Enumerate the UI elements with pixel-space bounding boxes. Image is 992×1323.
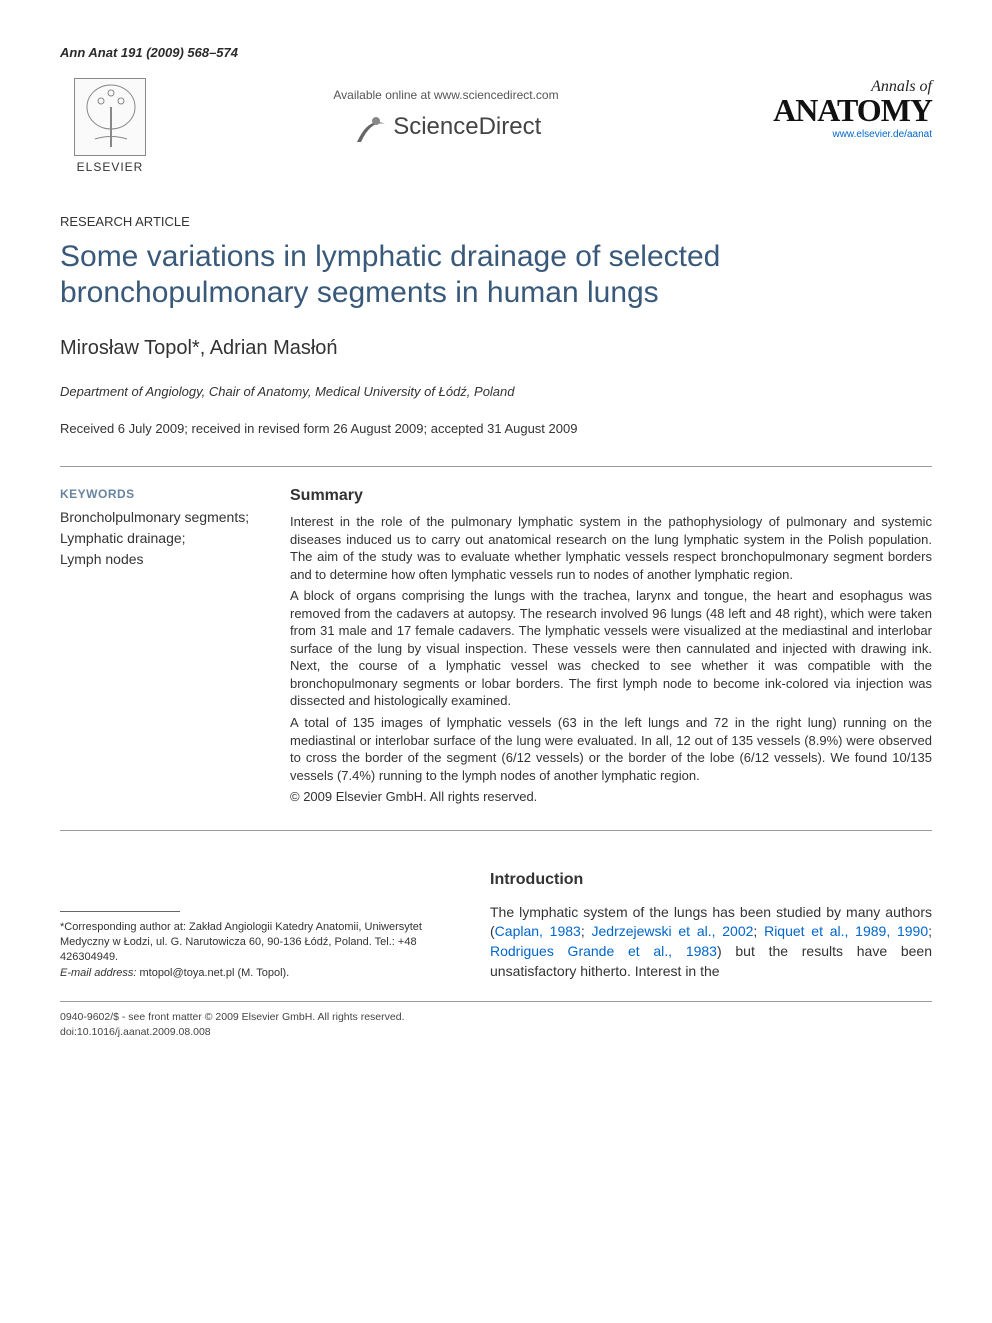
available-online-text: Available online at www.sciencedirect.co… xyxy=(160,88,732,102)
email-label: E-mail address: xyxy=(60,967,136,979)
summary-copyright: © 2009 Elsevier GmbH. All rights reserve… xyxy=(290,788,932,806)
introduction-heading: Introduction xyxy=(490,871,932,889)
publisher-header: ELSEVIER Available online at www.science… xyxy=(60,78,932,184)
corresponding-author-footnote: *Corresponding author at: Zakład Angiolo… xyxy=(60,920,450,966)
summary-text: Interest in the role of the pulmonary ly… xyxy=(290,513,932,806)
keywords-column: KEYWORDS Broncholpulmonary segments; Lym… xyxy=(60,487,260,810)
introduction-text: The lymphatic system of the lungs has be… xyxy=(490,903,932,981)
footnote-rule xyxy=(60,911,180,912)
citation-link-3[interactable]: Riquet et al., 1989, 1990 xyxy=(764,923,928,939)
doi-line: doi:10.1016/j.aanat.2009.08.008 xyxy=(60,1025,932,1040)
email-footnote: E-mail address: mtopol@toya.net.pl (M. T… xyxy=(60,966,450,981)
article-type: RESEARCH ARTICLE xyxy=(60,214,932,229)
front-matter-line: 0940-9602/$ - see front matter © 2009 El… xyxy=(60,1010,932,1025)
sciencedirect-logo: ScienceDirect xyxy=(160,112,732,148)
summary-p2: A block of organs comprising the lungs w… xyxy=(290,587,932,710)
journal-url[interactable]: www.elsevier.de/aanat xyxy=(732,129,932,140)
left-column: *Corresponding author at: Zakład Angiolo… xyxy=(60,871,450,981)
journal-block: Annals of ANATOMY www.elsevier.de/aanat xyxy=(732,78,932,140)
intro-sep1: ; xyxy=(581,923,592,939)
intro-sep2: ; xyxy=(753,923,764,939)
sciencedirect-swoosh-icon xyxy=(351,112,387,148)
abstract-section: KEYWORDS Broncholpulmonary segments; Lym… xyxy=(60,466,932,831)
sciencedirect-text: ScienceDirect xyxy=(393,113,541,140)
article-title: Some variations in lymphatic drainage of… xyxy=(60,239,932,311)
authors: Mirosław Topol*, Adrian Masłoń xyxy=(60,337,932,360)
citation-link-2[interactable]: Jedrzejewski et al., 2002 xyxy=(592,923,754,939)
keywords-list: Broncholpulmonary segments; Lymphatic dr… xyxy=(60,507,260,570)
bottom-rule xyxy=(60,1001,932,1002)
summary-p1: Interest in the role of the pulmonary ly… xyxy=(290,513,932,583)
elsevier-logo: ELSEVIER xyxy=(60,78,160,174)
right-column: Introduction The lymphatic system of the… xyxy=(490,871,932,981)
journal-title: ANATOMY xyxy=(732,96,932,125)
sciencedirect-block: Available online at www.sciencedirect.co… xyxy=(160,78,732,148)
summary-p3: A total of 135 images of lymphatic vesse… xyxy=(290,714,932,784)
citation-header: Ann Anat 191 (2009) 568–574 xyxy=(60,45,932,60)
intro-sep3: ; xyxy=(928,923,932,939)
citation-link-1[interactable]: Caplan, 1983 xyxy=(495,923,581,939)
email-address[interactable]: mtopol@toya.net.pl (M. Topol). xyxy=(136,967,289,979)
elsevier-label: ELSEVIER xyxy=(77,160,144,174)
summary-column: Summary Interest in the role of the pulm… xyxy=(290,487,932,810)
elsevier-tree-icon xyxy=(74,78,146,156)
article-dates: Received 6 July 2009; received in revise… xyxy=(60,421,932,436)
citation-link-4[interactable]: Rodrigues Grande et al., 1983 xyxy=(490,943,717,959)
summary-heading: Summary xyxy=(290,487,932,505)
affiliation: Department of Angiology, Chair of Anatom… xyxy=(60,384,932,399)
body-columns: *Corresponding author at: Zakład Angiolo… xyxy=(60,871,932,981)
keywords-heading: KEYWORDS xyxy=(60,487,260,501)
